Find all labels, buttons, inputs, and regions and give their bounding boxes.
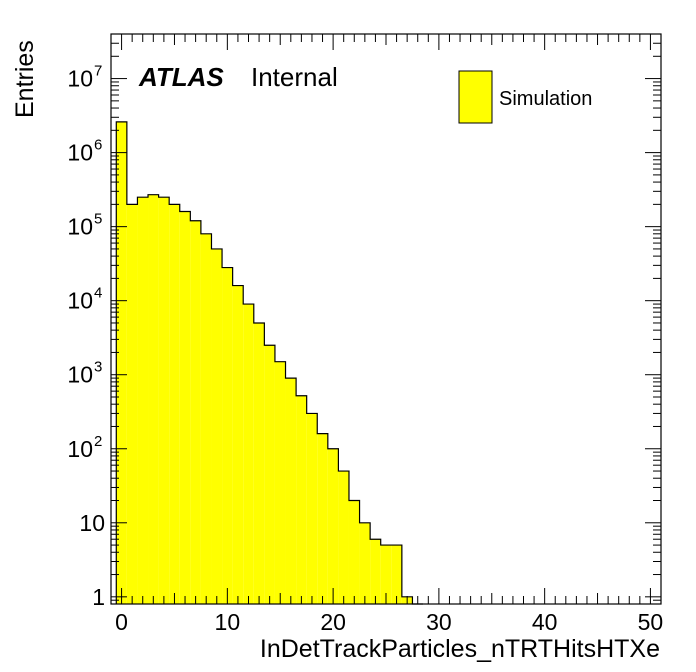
histogram-bar (200, 233, 212, 604)
x-tick-label: 20 (320, 609, 346, 635)
histogram-bar (285, 378, 297, 604)
histogram-bar (190, 220, 201, 604)
x-axis-title: InDetTrackParticles_nTRTHitsHTXe (260, 635, 660, 663)
histogram-bar (243, 304, 254, 604)
histogram-bar (179, 211, 191, 604)
histogram-bar (338, 471, 349, 604)
histogram-bar (380, 545, 392, 604)
x-tick-labels: 0 10 20 30 40 50 (115, 609, 663, 635)
histogram-bar (306, 413, 318, 604)
histogram-bar (391, 545, 402, 604)
y-axis-ticks (111, 33, 661, 605)
y-tick-label-exponent: 4 (94, 285, 102, 302)
histogram-bars (116, 121, 413, 605)
x-axis-ticks (121, 34, 651, 604)
histogram-bar (126, 204, 138, 605)
y-tick-label-exponent: 5 (94, 211, 102, 228)
x-tick-label: 0 (115, 609, 128, 635)
legend-swatch (458, 70, 493, 124)
histogram-bar (211, 248, 223, 605)
y-tick-label: 10 (67, 362, 93, 388)
histogram-bar (296, 395, 307, 604)
histogram-bar (253, 322, 265, 604)
y-tick-label-exponent: 2 (94, 433, 102, 450)
histogram-bar (264, 345, 275, 604)
x-tick-label: 30 (426, 609, 452, 635)
y-tick-label: 1 (92, 584, 105, 610)
histogram-bar (148, 194, 159, 604)
y-tick-label: 10 (67, 214, 93, 240)
y-tick-label: 10 (67, 436, 93, 462)
y-tick-label: 10 (67, 140, 93, 166)
x-tick-label: 40 (532, 609, 558, 635)
histogram-bar (222, 267, 233, 604)
histogram-bar (370, 539, 381, 604)
histogram-bar (158, 197, 170, 604)
histogram-bar (348, 500, 360, 604)
y-tick-label-exponent: 7 (94, 63, 102, 80)
legend-label: Simulation (499, 88, 592, 110)
x-tick-label: 10 (215, 609, 241, 635)
y-tick-label: 10 (67, 288, 93, 314)
histogram-outline (115, 121, 424, 605)
y-tick-label-exponent: 3 (94, 359, 102, 376)
histogram-bar (232, 285, 244, 604)
y-tick-label-exponent: 6 (94, 137, 102, 154)
histogram-bar (137, 197, 149, 604)
atlas-label: ATLAS (138, 62, 224, 92)
legend: Simulation (458, 70, 592, 124)
y-tick-label: 10 (79, 510, 105, 536)
y-axis-title: Entries (11, 40, 39, 118)
histogram-bar (116, 121, 127, 605)
histogram-bar (327, 448, 339, 604)
histogram-bar (169, 204, 180, 605)
histogram-bar (317, 433, 328, 604)
y-tick-label: 10 (67, 66, 93, 92)
atlas-status-label: Internal (251, 62, 338, 92)
histogram-bar (359, 522, 371, 604)
histogram-bar (274, 361, 286, 604)
x-tick-label: 50 (638, 609, 664, 635)
